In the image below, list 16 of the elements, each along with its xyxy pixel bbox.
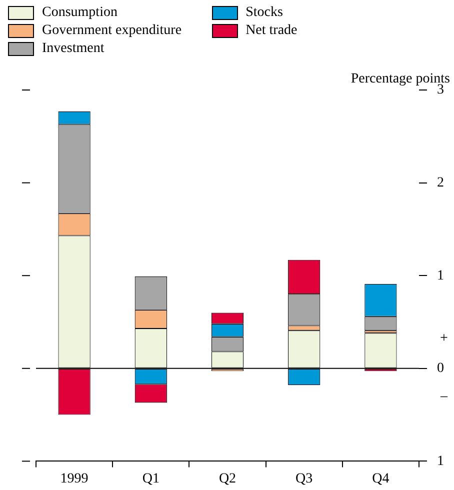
y-tick-label: 0 (437, 361, 444, 376)
legend-label: Investment (42, 41, 104, 57)
legend-label: Government expenditure (42, 23, 182, 39)
x-tick-label: Q2 (218, 471, 236, 486)
y-tick-label: 1 (437, 454, 444, 469)
y-tick-label: 1 (437, 268, 444, 284)
text: + (440, 331, 448, 346)
y-tick-label: 2 (437, 175, 444, 190)
x-tick-label: Q3 (296, 471, 313, 486)
legend-label: Stocks (246, 5, 283, 21)
x-tick-label: Q4 (372, 471, 390, 486)
x-tick-label: 1999 (60, 471, 88, 486)
x-tick-label: Q1 (142, 471, 160, 486)
text: – (440, 389, 448, 404)
legend-label: Consumption (42, 5, 118, 21)
legend-label: Net trade (246, 23, 298, 39)
